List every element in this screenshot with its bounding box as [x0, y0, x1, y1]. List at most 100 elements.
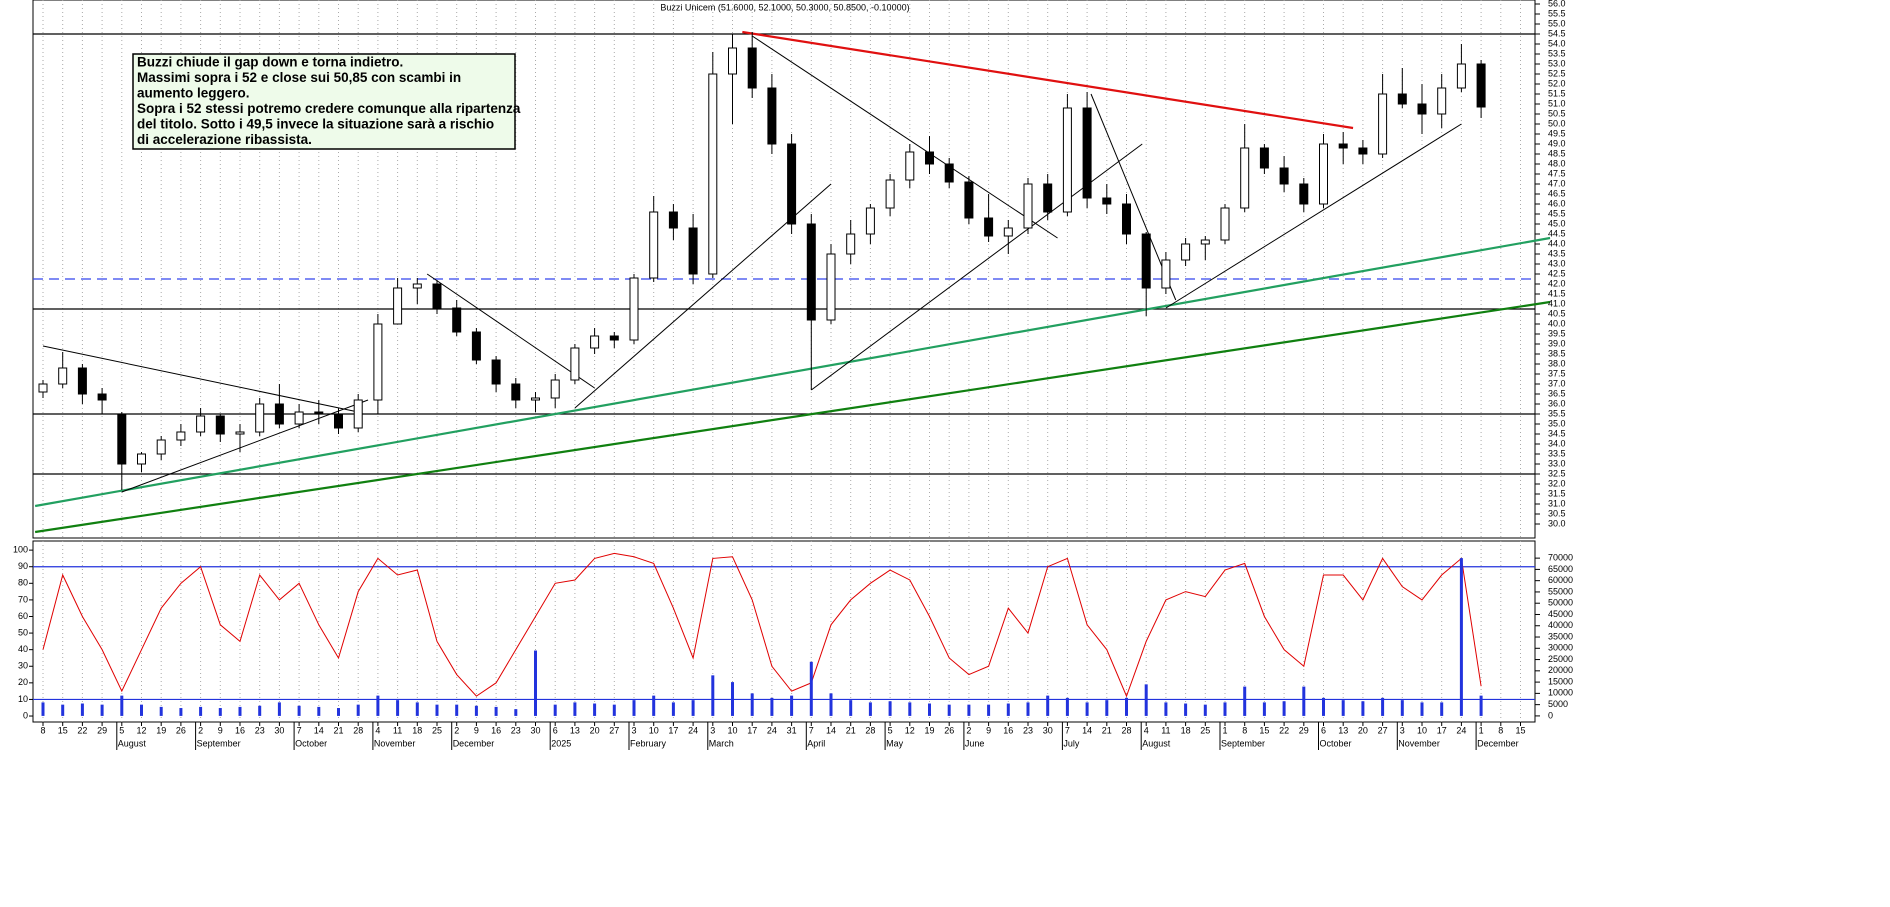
x-tick-label: 4: [375, 725, 380, 735]
volume-bar: [868, 702, 872, 716]
volume-bar: [829, 693, 833, 716]
candle-body: [393, 287, 403, 325]
y-tick-label: 46.5: [1548, 188, 1566, 198]
x-tick-label: 18: [412, 725, 422, 735]
x-tick-label: 15: [1515, 725, 1525, 735]
volume-bar: [849, 700, 853, 716]
x-tick-label: 13: [570, 725, 580, 735]
x-tick-label: 28: [1121, 725, 1131, 735]
volume-bar: [317, 706, 321, 716]
candle-body: [117, 413, 127, 465]
volume-bar: [337, 708, 340, 716]
y-tick-label: 48.0: [1548, 158, 1566, 168]
candle-body: [846, 233, 856, 255]
volume-bar: [1203, 704, 1207, 716]
volume-bar: [514, 709, 518, 716]
candle-body: [1476, 63, 1486, 108]
volume-tick-label: 50000: [1548, 598, 1573, 608]
x-tick-label: 26: [944, 725, 954, 735]
note-line: del titolo. Sotto i 49,5 invece la situa…: [137, 117, 494, 132]
volume-bar: [750, 693, 754, 716]
volume-bar: [1440, 702, 1444, 716]
volume-bar: [100, 704, 104, 716]
volume-bar: [356, 704, 360, 716]
volume-bar: [652, 695, 656, 716]
x-tick-label: 15: [58, 725, 68, 735]
period-label: May: [886, 738, 904, 748]
volume-bar: [396, 700, 400, 716]
x-tick-label: 29: [1299, 725, 1309, 735]
volume-bar: [553, 704, 557, 716]
x-tick-label: 1: [1222, 725, 1227, 735]
candle-body: [314, 411, 324, 415]
candle-body: [373, 323, 383, 401]
candle-body: [590, 335, 600, 349]
candle-body: [708, 73, 718, 275]
y-tick-label: 52.5: [1548, 68, 1566, 78]
candle-body: [1220, 207, 1230, 241]
y-tick-label: 55.0: [1548, 18, 1566, 28]
volume-bar: [888, 701, 892, 716]
x-tick-label: 24: [688, 725, 698, 735]
x-tick-label: 6: [1321, 725, 1326, 735]
y-tick-label: 38.0: [1548, 358, 1566, 368]
candle-body: [235, 431, 245, 435]
candle-body: [865, 207, 875, 235]
trendline: [34, 236, 1551, 508]
x-tick-label: 14: [1082, 725, 1092, 735]
x-tick-label: 3: [710, 725, 715, 735]
volume-bar: [1006, 703, 1010, 716]
volume-tick-label: 25000: [1548, 654, 1573, 664]
x-tick-label: 16: [1003, 725, 1013, 735]
volume-bar: [376, 695, 380, 716]
period-label: December: [453, 738, 495, 748]
volume-bar: [1282, 701, 1286, 716]
x-tick-label: 16: [491, 725, 501, 735]
candle-body: [1102, 197, 1112, 205]
candle-body: [452, 307, 462, 333]
volume-bar: [790, 695, 794, 716]
candle-body: [156, 439, 166, 455]
volume-bar: [967, 704, 971, 716]
x-tick-label: 7: [1065, 725, 1070, 735]
x-tick-label: 15: [1259, 725, 1269, 735]
x-tick-label: 19: [924, 725, 934, 735]
candle-body: [215, 415, 225, 435]
x-tick-label: 8: [1498, 725, 1503, 735]
volume-tick-label: 15000: [1548, 676, 1573, 686]
period-label: March: [709, 738, 734, 748]
osc-tick-label: 60: [18, 611, 28, 621]
x-tick-label: 21: [1102, 725, 1112, 735]
volume-bar: [711, 675, 715, 716]
y-tick-label: 35.5: [1548, 408, 1566, 418]
period-label: August: [118, 738, 147, 748]
x-tick-label: 23: [255, 725, 265, 735]
x-tick-label: 9: [218, 725, 223, 735]
volume-bar: [80, 703, 84, 716]
x-tick-label: 20: [1358, 725, 1368, 735]
volume-bar: [435, 704, 439, 716]
period-label: July: [1063, 738, 1080, 748]
y-tick-label: 31.5: [1548, 488, 1566, 498]
volume-bar: [612, 704, 616, 716]
y-tick-label: 42.5: [1548, 268, 1566, 278]
volume-bar: [1381, 697, 1385, 716]
volume-bar: [632, 700, 636, 716]
candle-body: [984, 217, 994, 237]
x-tick-label: 30: [1043, 725, 1053, 735]
volume-bar: [908, 702, 912, 716]
candle-body: [1141, 233, 1151, 289]
y-tick-label: 45.5: [1548, 208, 1566, 218]
volume-bar: [120, 695, 124, 716]
candle-body: [471, 331, 481, 361]
x-tick-label: 21: [846, 725, 856, 735]
note-line: Buzzi chiude il gap down e torna indietr…: [137, 55, 403, 70]
note: Buzzi chiude il gap down e torna indietr…: [132, 53, 521, 150]
osc-tick-label: 10: [18, 694, 28, 704]
y-tick-label: 53.5: [1548, 48, 1566, 58]
candle-body: [1378, 93, 1388, 155]
y-tick-label: 45.0: [1548, 218, 1566, 228]
candle-body: [1161, 259, 1171, 289]
x-tick-label: 6: [553, 725, 558, 735]
y-tick-label: 32.0: [1548, 478, 1566, 488]
